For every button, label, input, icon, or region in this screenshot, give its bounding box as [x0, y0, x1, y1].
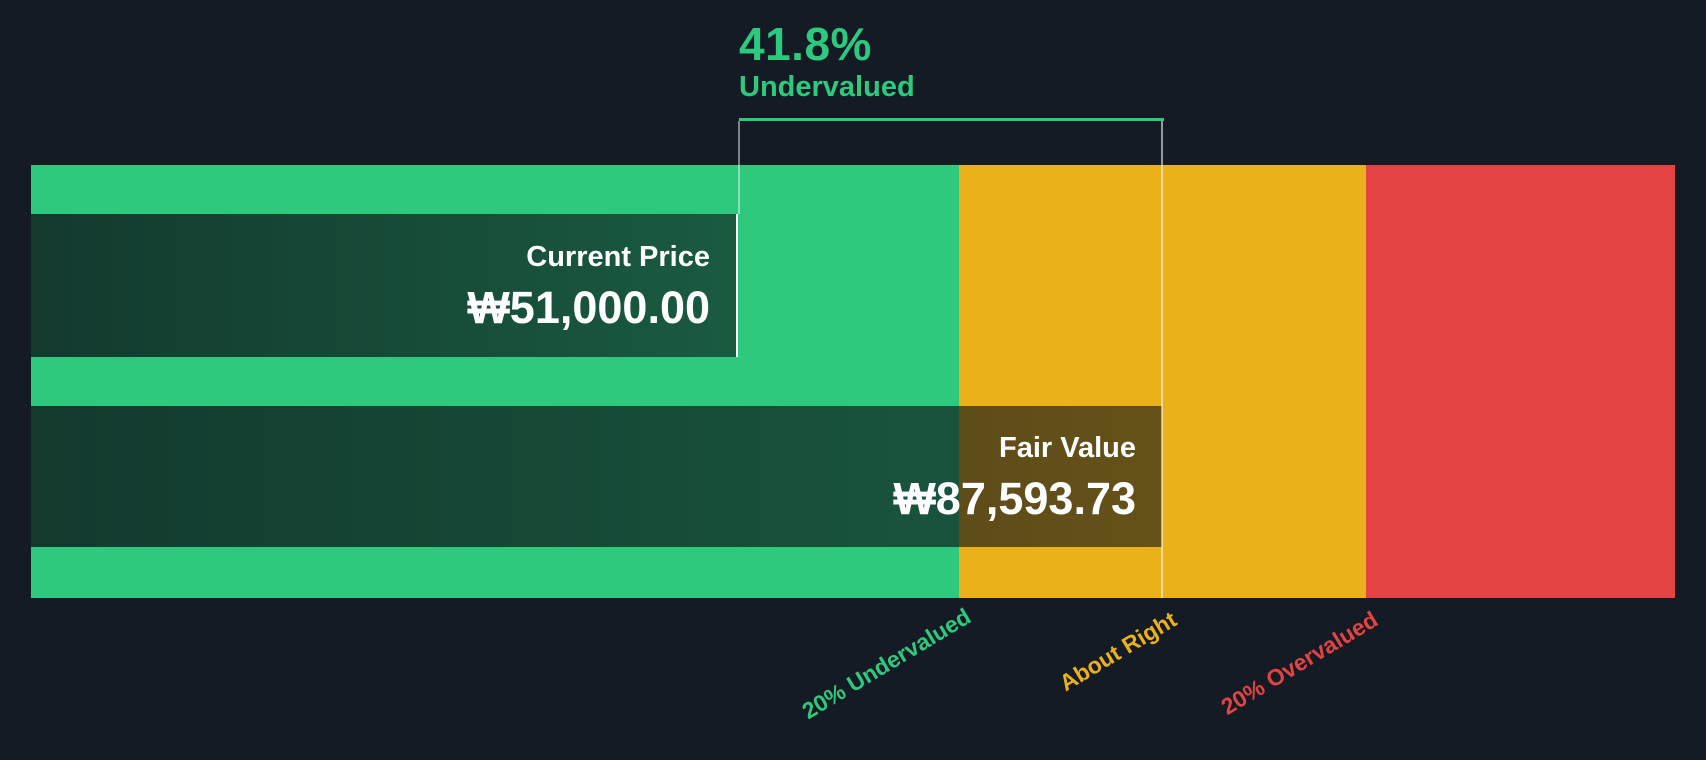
- zone-overvalued: [1366, 165, 1675, 598]
- discount-percent: 41.8%: [739, 18, 872, 70]
- zone-label-undervalued: 20% Undervalued: [797, 603, 976, 725]
- valuation-status: Undervalued: [739, 71, 915, 103]
- zone-label-about-right: About Right: [1055, 606, 1182, 697]
- bracket-left-line: [738, 121, 740, 214]
- current-price-box: Current Price ₩51,000.00: [31, 214, 738, 357]
- fair-value-box: Fair Value ₩87,593.73: [31, 406, 1162, 547]
- bracket-top-line: [739, 118, 1164, 121]
- fair-value-label: Fair Value: [998, 431, 1136, 464]
- zone-label-overvalued: 20% Overvalued: [1216, 606, 1383, 720]
- current-price-value: ₩51,000.00: [467, 281, 710, 333]
- current-price-label: Current Price: [526, 240, 710, 273]
- fair-value-value: ₩87,593.73: [893, 472, 1136, 524]
- bracket-right-line: [1161, 121, 1163, 598]
